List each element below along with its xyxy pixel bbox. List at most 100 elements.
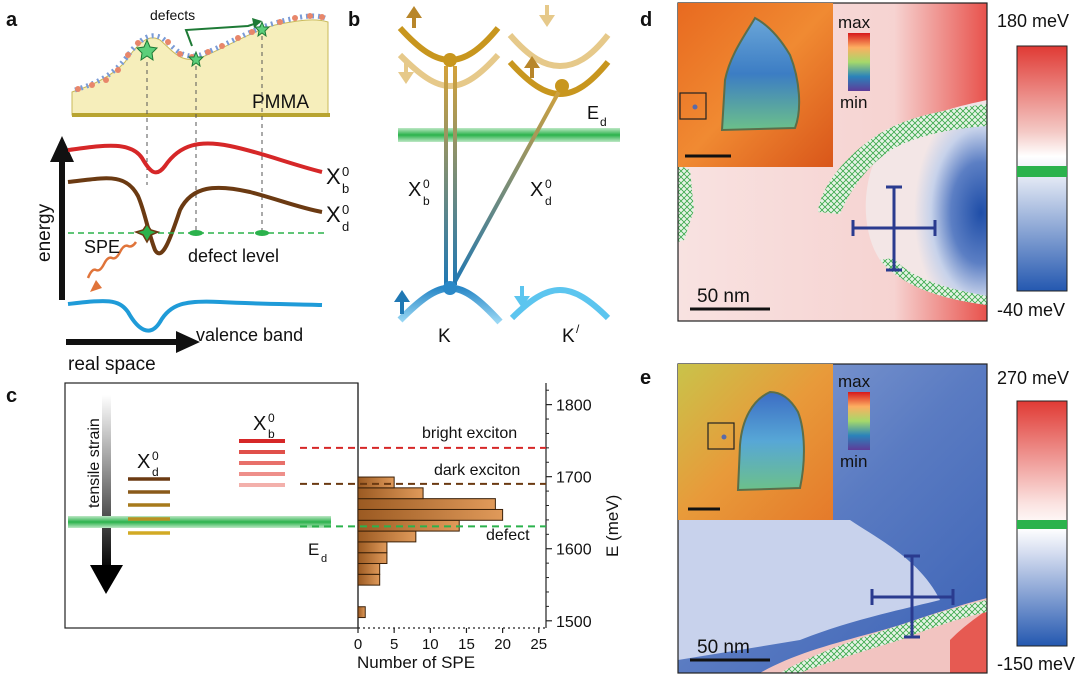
k-valence-node	[443, 281, 457, 295]
valence-band-curve	[67, 299, 323, 333]
svg-text:d: d	[545, 194, 552, 208]
hist-bar-7	[357, 508, 504, 521]
map-d-scale-label: 50 nm	[697, 286, 750, 307]
kprime-valence-band	[509, 286, 611, 321]
inset-e-min: min	[840, 452, 867, 471]
map-d-crosshair	[851, 185, 937, 272]
guide-lines	[146, 36, 263, 232]
inset-e-island	[736, 390, 805, 492]
kprime-conduction-upper	[507, 33, 611, 70]
defect-markers	[135, 20, 271, 68]
cbar-d-top: 180 meV	[997, 11, 1069, 31]
panel-label-e: e	[640, 367, 651, 389]
hist-bar-10	[357, 476, 395, 489]
energy-axis-head	[50, 136, 74, 162]
x-tick-label-2: 10	[422, 636, 439, 653]
defects-arrow-head	[252, 18, 262, 28]
xb-levels	[239, 439, 285, 487]
map-e-hatched-region	[780, 600, 987, 673]
ed-label-b: E d	[587, 103, 607, 129]
dark-transition	[450, 85, 564, 288]
inset-e-colorbar	[848, 392, 870, 450]
panel-label-c: c	[6, 385, 17, 407]
photon-wave	[86, 241, 138, 279]
inset-e-marker-dot	[721, 434, 727, 440]
inset-d-island	[720, 16, 801, 132]
y-axis-label: E (meV)	[603, 495, 622, 557]
inset-d-max: max	[838, 13, 871, 32]
svg-text:0: 0	[423, 177, 430, 191]
svg-text:X: X	[326, 202, 341, 227]
x-tick-label-0: 0	[354, 636, 362, 653]
defects-label: defects	[150, 7, 195, 23]
map-d-hatched-left	[678, 165, 694, 242]
xd-levels	[128, 477, 170, 535]
energy-label: energy	[34, 203, 55, 262]
valence-band-label: valence band	[196, 325, 303, 345]
xd-label-b: X 0 d	[530, 177, 552, 208]
inset-d-min: min	[840, 93, 867, 112]
map-e-crosshair	[870, 554, 955, 639]
cbar-e-top: 270 meV	[997, 368, 1069, 388]
svg-text:b: b	[268, 427, 275, 441]
k-conduction-lower	[397, 52, 501, 90]
hist-bar-4	[357, 541, 388, 554]
cbar-e-zero-marker	[1017, 520, 1067, 529]
panel-d: 50 nm max min 180 meV -40 meV	[677, 2, 1069, 322]
svg-text:0: 0	[268, 411, 275, 425]
x-tick-label-5: 25	[530, 636, 547, 653]
spe-emitter	[133, 222, 161, 244]
pmma-layer	[71, 19, 329, 116]
inset-e-max: max	[838, 372, 871, 391]
inset-d-colorbar	[848, 33, 870, 91]
spe-label: SPE	[84, 237, 120, 257]
photon-arrow-head	[90, 280, 102, 292]
histogram-plot: 1800 1700 1600 1500 0 5 10 15 20 25	[300, 383, 592, 653]
cbar-e-bottom: -150 meV	[997, 654, 1075, 674]
dark-exciton-label: dark exciton	[434, 462, 520, 479]
cbar-d-bottom: -40 meV	[997, 300, 1065, 320]
svg-text:X: X	[326, 164, 341, 189]
panel-b: E d X 0 b	[394, 5, 620, 347]
defect-label: defect	[486, 527, 530, 544]
map-e-scale-label: 50 nm	[697, 637, 750, 658]
pmma-label: PMMA	[252, 92, 309, 113]
cbar-d-zero-marker	[1017, 166, 1067, 177]
pmma-substrate	[72, 113, 330, 117]
hist-bar-0	[357, 606, 366, 619]
panel-label-d: d	[640, 9, 652, 31]
map-d-blue-region	[865, 100, 987, 305]
xb-label-c: X 0 b	[253, 411, 275, 441]
tensile-strain-label: tensile strain	[86, 418, 103, 508]
svg-text:K: K	[562, 326, 575, 347]
panel-a: PMMA defects energy	[34, 7, 349, 375]
xd-label-a: X 0 d	[326, 202, 349, 234]
xb-label-a: X 0 b	[326, 164, 349, 196]
strain-arrow-shaft	[102, 395, 111, 571]
svg-text:X: X	[530, 179, 543, 201]
svg-text:d: d	[342, 219, 349, 234]
ed-label-c: E d	[308, 540, 327, 565]
strain-arrow-head	[90, 565, 123, 594]
svg-text:E: E	[308, 540, 319, 559]
defect-level-dot-1	[189, 230, 203, 236]
kprime-conduction-lower	[507, 59, 611, 98]
hist-bar-5	[357, 530, 417, 543]
kprime-conduction-node	[555, 79, 569, 93]
dark-exciton-curve	[67, 176, 323, 256]
bright-exciton-label: bright exciton	[422, 425, 517, 442]
xb-label-b: X 0 b	[408, 177, 430, 208]
ed-band	[398, 128, 620, 142]
k-conduction-node	[443, 53, 457, 67]
inset-e-marker-box	[707, 422, 735, 450]
svg-text:d: d	[321, 553, 327, 565]
defect-level-dot-2	[255, 230, 269, 236]
y-tick-label-2: 1600	[556, 542, 592, 559]
map-d-hatched-region	[818, 104, 987, 214]
hist-bar-2	[357, 563, 381, 575]
svg-text:0: 0	[545, 177, 552, 191]
y-tick-label-1: 1700	[556, 470, 592, 487]
kprime-label: K /	[562, 322, 580, 347]
panel-label-a: a	[6, 9, 18, 31]
map-e-red-corner	[950, 610, 987, 673]
